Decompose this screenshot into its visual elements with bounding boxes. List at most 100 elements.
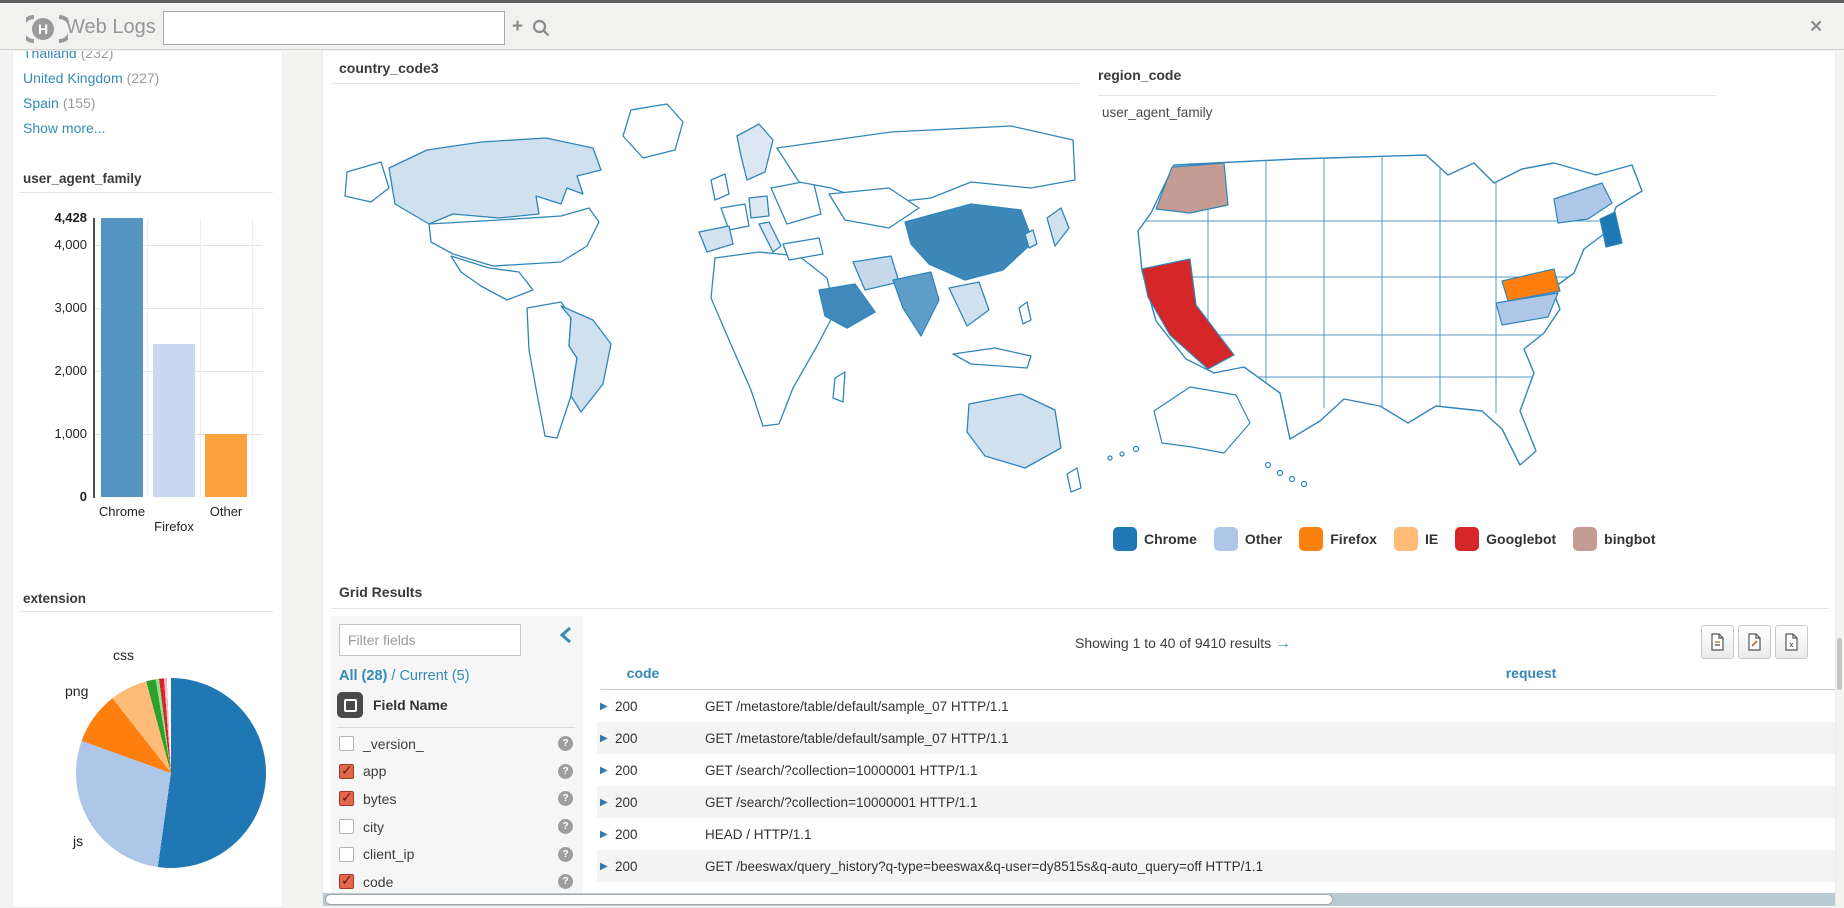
legend-item-bingbot[interactable]: bingbot bbox=[1573, 527, 1655, 551]
legend-swatch bbox=[1455, 527, 1480, 551]
help-icon[interactable]: ? bbox=[558, 763, 573, 779]
bar-other[interactable] bbox=[205, 434, 247, 497]
svg-text:x: x bbox=[1790, 642, 1794, 649]
export-xls-button[interactable]: x bbox=[1775, 625, 1808, 659]
legend-item-firefox[interactable]: Firefox bbox=[1299, 527, 1377, 551]
field-row-city[interactable]: city? bbox=[337, 813, 577, 841]
country-mexico bbox=[450, 255, 534, 301]
us-map[interactable] bbox=[1096, 113, 1836, 518]
table-row[interactable]: ▶ 200 GET /metastore/table/default/sample_… bbox=[597, 690, 1835, 722]
expand-row-icon[interactable]: ▶ bbox=[600, 732, 608, 744]
expand-row-icon[interactable]: ▶ bbox=[600, 700, 608, 712]
state-virginia bbox=[1501, 268, 1561, 302]
current-fields-link[interactable]: Current (5) bbox=[399, 668, 470, 684]
legend-swatch bbox=[1113, 527, 1137, 551]
legend-item-chrome[interactable]: Chrome bbox=[1113, 527, 1197, 551]
us-map-title: region_code bbox=[1098, 67, 1182, 83]
field-row-bytes[interactable]: bytes? bbox=[337, 785, 577, 813]
help-icon[interactable]: ? bbox=[558, 874, 573, 890]
filter-fields-input[interactable] bbox=[339, 624, 521, 656]
extension-pie-chart[interactable] bbox=[76, 678, 266, 868]
field-checkbox[interactable] bbox=[339, 789, 354, 807]
divider bbox=[19, 611, 273, 612]
expand-row-icon[interactable]: ▶ bbox=[600, 796, 608, 808]
help-icon[interactable]: ? bbox=[558, 791, 573, 807]
topbar: H Web Logs + × bbox=[0, 0, 1844, 50]
country-uk bbox=[710, 173, 730, 201]
state-newjersey bbox=[1599, 211, 1623, 248]
country-centralasia bbox=[828, 187, 920, 229]
expand-row-icon[interactable]: ▶ bbox=[600, 828, 608, 840]
all-fields-link[interactable]: All (28) bbox=[339, 668, 388, 684]
table-row[interactable]: ▶ 200 HEAD / HTTP/1.1 bbox=[597, 818, 1835, 850]
expand-row-icon[interactable]: ▶ bbox=[600, 860, 608, 872]
field-checkbox[interactable] bbox=[339, 762, 354, 779]
dashboard-main: country_code3 region_code user_agent_fam… bbox=[322, 50, 1836, 908]
collapse-panel-icon[interactable] bbox=[559, 626, 573, 644]
horizontal-scrollbar[interactable] bbox=[323, 893, 1835, 906]
field-checkbox[interactable] bbox=[339, 736, 354, 752]
facet-link[interactable]: United Kingdom bbox=[23, 70, 123, 86]
bar-chrome[interactable] bbox=[101, 218, 143, 497]
column-header-code[interactable]: code bbox=[626, 665, 660, 681]
table-row[interactable]: ▶ 200 GET /beeswax/query_history?q-type=be… bbox=[597, 850, 1835, 882]
map-legend: Chrome Other Firefox IE Googlebot bingbot bbox=[1113, 527, 1655, 551]
field-checkbox[interactable] bbox=[339, 819, 354, 835]
legend-item-other[interactable]: Other bbox=[1213, 527, 1283, 551]
horizontal-scrollbar-thumb[interactable] bbox=[325, 894, 1333, 905]
country-russia bbox=[776, 125, 1076, 205]
table-row[interactable]: ▶ 200 GET /search/?collection=10000001 HTT… bbox=[597, 786, 1835, 818]
hue-logo: H bbox=[26, 15, 68, 43]
world-map[interactable] bbox=[331, 96, 1086, 526]
export-csv-button[interactable] bbox=[1701, 625, 1734, 659]
expand-row-icon[interactable]: ▶ bbox=[600, 764, 608, 776]
field-row-app[interactable]: app? bbox=[337, 758, 577, 786]
field-row-client_ip[interactable]: client_ip? bbox=[337, 840, 577, 868]
fields-panel: All (28) / Current (5) Field Name _versi… bbox=[331, 616, 583, 907]
column-header-request[interactable]: request bbox=[1505, 665, 1557, 681]
pie-label-css: css bbox=[113, 647, 134, 663]
legend-item-ie[interactable]: IE bbox=[1393, 527, 1438, 551]
export-doc-button[interactable] bbox=[1738, 625, 1771, 659]
bar-firefox[interactable] bbox=[153, 344, 195, 497]
legend-label: Other bbox=[1244, 531, 1283, 547]
help-icon[interactable]: ? bbox=[558, 819, 573, 835]
table-row[interactable]: ▶ 200 GET /search/?collection=10000001 HTT… bbox=[597, 754, 1835, 786]
us-outline bbox=[1137, 154, 1643, 466]
country-philippines bbox=[1018, 301, 1032, 325]
field-checkbox[interactable] bbox=[339, 846, 354, 862]
gridline bbox=[95, 307, 263, 309]
facet-link[interactable]: Spain bbox=[23, 95, 59, 111]
state-borders bbox=[1138, 155, 1616, 413]
facet-count: (227) bbox=[126, 70, 160, 86]
legend-item-googlebot[interactable]: Googlebot bbox=[1455, 527, 1556, 551]
show-more-link[interactable]: Show more... bbox=[23, 120, 106, 136]
field-checkbox[interactable] bbox=[339, 872, 354, 890]
results-table: ▶ 200 GET /metastore/table/default/sample_… bbox=[597, 690, 1835, 907]
toggle-all-fields-checkbox[interactable] bbox=[337, 692, 363, 718]
y-axis-tick: 2,000 bbox=[54, 362, 87, 378]
table-row[interactable]: ▶ 200 GET /metastore/table/default/sample_… bbox=[597, 722, 1835, 754]
doc-file-icon bbox=[1748, 633, 1761, 651]
facet-link[interactable]: Thailand bbox=[23, 50, 77, 61]
next-page-arrow-icon[interactable]: → bbox=[1275, 635, 1292, 652]
cell-code: 200 bbox=[615, 730, 638, 746]
cell-request: HEAD / HTTP/1.1 bbox=[705, 826, 812, 842]
field-row-_version_[interactable]: _version_? bbox=[337, 730, 577, 758]
legend-swatch bbox=[1573, 527, 1598, 551]
cell-code: 200 bbox=[615, 826, 638, 842]
search-icon[interactable] bbox=[531, 18, 551, 38]
search-input[interactable] bbox=[163, 11, 505, 45]
add-widget-icon[interactable]: + bbox=[512, 16, 524, 37]
cell-code: 200 bbox=[615, 858, 638, 874]
facet-item: United Kingdom (227) bbox=[23, 70, 159, 86]
help-icon[interactable]: ? bbox=[558, 736, 573, 752]
vertical-scrollbar-thumb[interactable] bbox=[1837, 638, 1842, 690]
help-icon[interactable]: ? bbox=[558, 846, 573, 862]
close-icon[interactable]: × bbox=[1810, 15, 1823, 38]
x-axis-label: Chrome bbox=[98, 504, 146, 519]
field-row-code[interactable]: code? bbox=[337, 868, 577, 896]
field-label: bytes bbox=[363, 790, 397, 807]
country-india bbox=[892, 271, 940, 337]
svg-text:H: H bbox=[38, 21, 48, 37]
